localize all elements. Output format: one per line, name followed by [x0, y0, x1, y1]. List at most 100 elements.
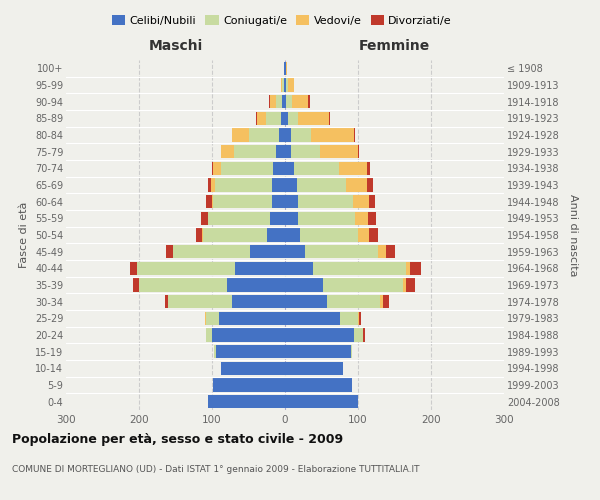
Bar — [291, 145, 320, 158]
Text: Maschi: Maschi — [148, 40, 203, 54]
Bar — [212, 162, 214, 175]
Bar — [285, 212, 298, 225]
Bar — [286, 95, 292, 108]
Bar — [257, 112, 266, 125]
Bar — [285, 295, 328, 308]
Bar — [285, 262, 313, 275]
Bar — [282, 78, 284, 92]
Bar — [232, 128, 248, 141]
Bar — [271, 95, 276, 108]
Bar — [367, 178, 373, 192]
Bar — [288, 112, 298, 125]
Bar — [367, 162, 370, 175]
Bar — [346, 178, 367, 192]
Bar — [285, 378, 352, 392]
Bar — [406, 262, 410, 275]
Bar — [266, 112, 281, 125]
Bar — [133, 278, 139, 291]
Y-axis label: Anni di nascita: Anni di nascita — [568, 194, 578, 276]
Bar — [285, 395, 358, 408]
Bar — [271, 212, 285, 225]
Bar — [355, 328, 363, 342]
Bar — [358, 312, 359, 325]
Bar — [206, 312, 220, 325]
Bar — [285, 312, 340, 325]
Bar — [256, 112, 257, 125]
Bar — [274, 162, 285, 175]
Bar — [208, 178, 211, 192]
Bar — [294, 162, 339, 175]
Bar — [379, 245, 386, 258]
Bar — [284, 78, 285, 92]
Bar — [329, 112, 330, 125]
Bar — [285, 278, 323, 291]
Bar — [215, 345, 285, 358]
Bar — [214, 162, 221, 175]
Bar — [285, 62, 286, 75]
Bar — [313, 262, 406, 275]
Bar — [383, 295, 389, 308]
Bar — [201, 212, 208, 225]
Bar — [130, 262, 137, 275]
Bar — [206, 195, 212, 208]
Bar — [285, 178, 296, 192]
Bar — [285, 112, 288, 125]
Bar — [269, 95, 271, 108]
Bar — [205, 312, 206, 325]
Bar — [276, 145, 285, 158]
Bar — [285, 362, 343, 375]
Bar — [320, 145, 358, 158]
Bar — [208, 212, 271, 225]
Bar — [298, 112, 329, 125]
Bar — [268, 228, 285, 241]
Bar — [285, 328, 355, 342]
Bar — [281, 112, 285, 125]
Bar — [232, 295, 285, 308]
Bar — [369, 195, 375, 208]
Bar — [214, 378, 285, 392]
Bar — [272, 195, 285, 208]
Bar — [285, 245, 305, 258]
Bar — [286, 62, 287, 75]
Bar — [292, 95, 308, 108]
Bar — [285, 95, 286, 108]
Bar — [208, 395, 285, 408]
Bar — [305, 245, 379, 258]
Bar — [212, 328, 285, 342]
Bar — [281, 78, 282, 92]
Bar — [284, 62, 285, 75]
Bar — [206, 328, 212, 342]
Bar — [211, 178, 215, 192]
Bar — [248, 128, 279, 141]
Bar — [282, 95, 285, 108]
Bar — [212, 195, 214, 208]
Bar — [137, 262, 235, 275]
Bar — [221, 362, 285, 375]
Bar — [298, 212, 355, 225]
Bar — [279, 128, 285, 141]
Bar — [214, 345, 215, 358]
Bar — [285, 228, 299, 241]
Bar — [166, 245, 173, 258]
Y-axis label: Fasce di età: Fasce di età — [19, 202, 29, 268]
Bar — [285, 145, 291, 158]
Bar — [285, 195, 298, 208]
Bar — [165, 295, 168, 308]
Bar — [369, 228, 378, 241]
Bar — [214, 195, 272, 208]
Bar — [386, 245, 395, 258]
Bar — [363, 328, 365, 342]
Bar — [311, 128, 353, 141]
Bar — [406, 278, 415, 291]
Bar — [410, 262, 421, 275]
Bar — [339, 162, 367, 175]
Bar — [196, 228, 202, 241]
Bar — [288, 78, 294, 92]
Bar — [221, 162, 274, 175]
Bar — [403, 278, 406, 291]
Bar — [202, 228, 203, 241]
Bar — [355, 212, 368, 225]
Bar — [308, 95, 310, 108]
Bar — [173, 245, 250, 258]
Bar — [285, 345, 350, 358]
